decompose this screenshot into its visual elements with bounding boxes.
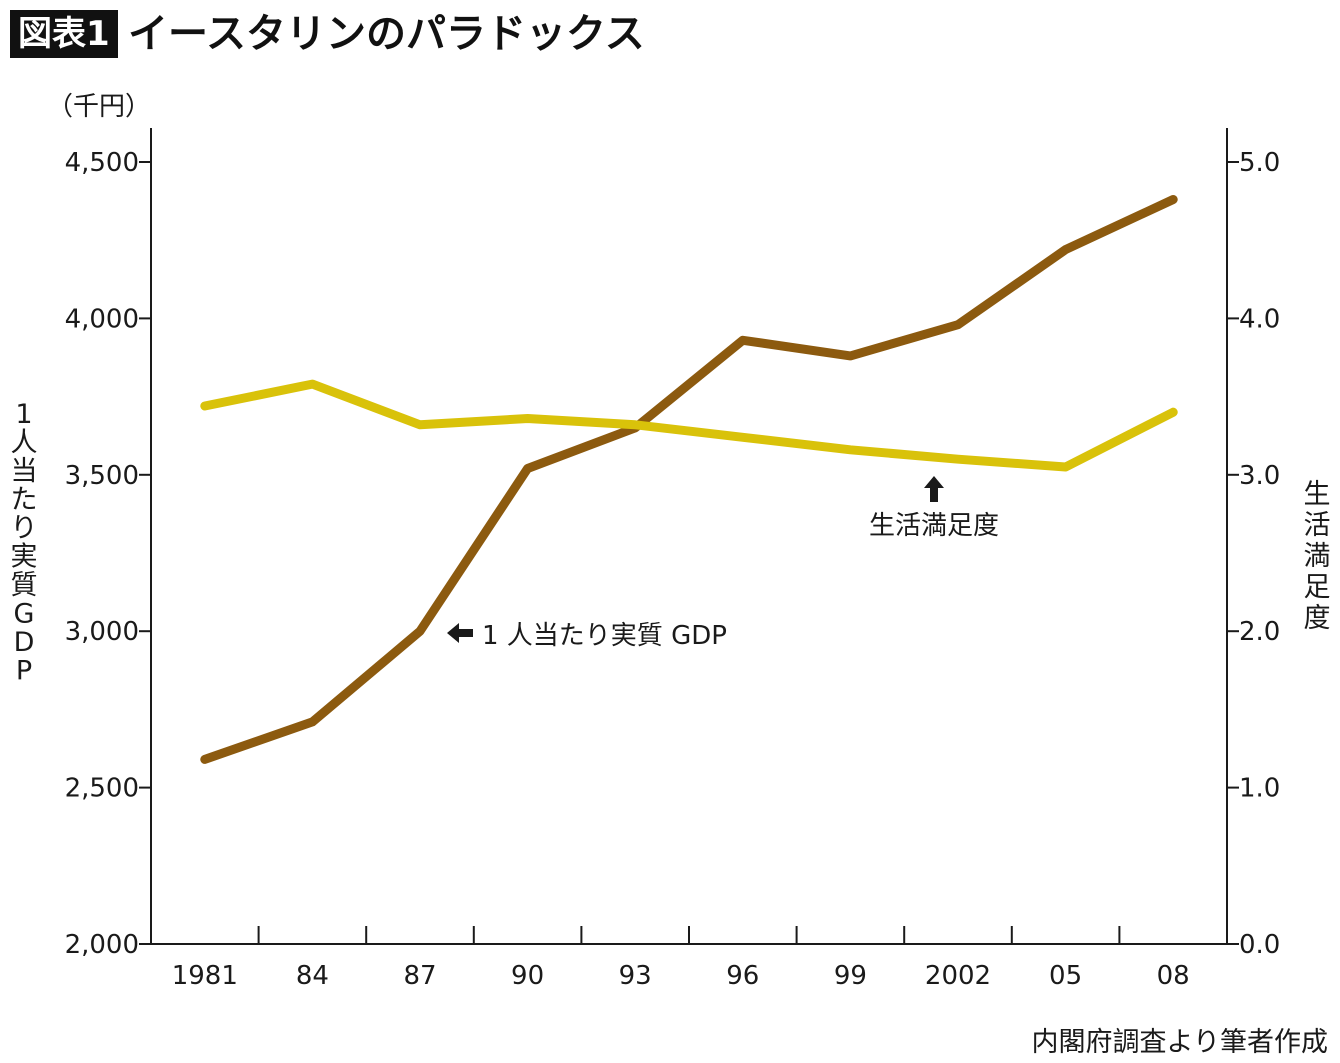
satisfaction-annotation-label: 生活満足度 bbox=[869, 511, 999, 541]
right-axis-tick-label: 5.0 bbox=[1239, 148, 1280, 178]
chart-title: イースタリンのパラドックス bbox=[128, 11, 645, 57]
source-note: 内閣府調査より筆者作成 bbox=[1031, 1027, 1328, 1058]
right-axis-tick-label: 0.0 bbox=[1239, 930, 1280, 960]
left-axis-tick-label: 2,500 bbox=[65, 774, 139, 804]
right-axis-tick-label: 2.0 bbox=[1239, 617, 1280, 647]
figure-badge: 図表1 bbox=[10, 10, 118, 58]
gdp-series-line bbox=[200, 195, 1178, 764]
series-group bbox=[200, 195, 1178, 764]
right-axis-tick-label: 4.0 bbox=[1239, 304, 1280, 334]
x-axis-tick-label: 84 bbox=[296, 961, 329, 991]
x-axis-tick-label: 99 bbox=[834, 961, 867, 991]
left-axis-unit-label: （千円） bbox=[47, 92, 151, 122]
axes-group: 2,000 2,500 3,000 3,500 4,000 4,500 0.0 1.0 2.0 3… bbox=[11, 92, 1331, 991]
x-axis-tick-label: 90 bbox=[511, 961, 544, 991]
left-axis-tick-label: 2,000 bbox=[65, 930, 139, 960]
x-axis-tick-label: 96 bbox=[726, 961, 759, 991]
x-axis-tick-label: 93 bbox=[619, 961, 652, 991]
right-axis-tick-label: 1.0 bbox=[1239, 774, 1280, 804]
x-axis-tick-label: 1981 bbox=[172, 961, 238, 991]
left-axis-tick-label: 3,500 bbox=[65, 461, 139, 491]
x-axis-tick-label: 87 bbox=[403, 961, 436, 991]
x-axis-tick-label: 05 bbox=[1049, 961, 1082, 991]
left-axis-tick-label: 3,000 bbox=[65, 617, 139, 647]
left-arrow-icon bbox=[447, 623, 473, 643]
right-axis-title: 生活満足度 bbox=[1304, 479, 1331, 634]
up-arrow-icon bbox=[924, 476, 944, 502]
x-axis-tick-label: 08 bbox=[1157, 961, 1190, 991]
x-axis-tick-label: 2002 bbox=[925, 961, 991, 991]
left-axis-tick-label: 4,500 bbox=[65, 148, 139, 178]
left-axis-tick-label: 4,000 bbox=[65, 304, 139, 334]
left-axis-title: 1 人当たり実質 G D P bbox=[11, 399, 38, 687]
gdp-annotation-label: 1 人当たり実質 GDP bbox=[482, 621, 727, 651]
right-axis-tick-label: 3.0 bbox=[1239, 461, 1280, 491]
satisfaction-series-line bbox=[200, 379, 1178, 472]
annotation-group: 1 人当たり実質 GDP 生活満足度 bbox=[447, 476, 999, 651]
